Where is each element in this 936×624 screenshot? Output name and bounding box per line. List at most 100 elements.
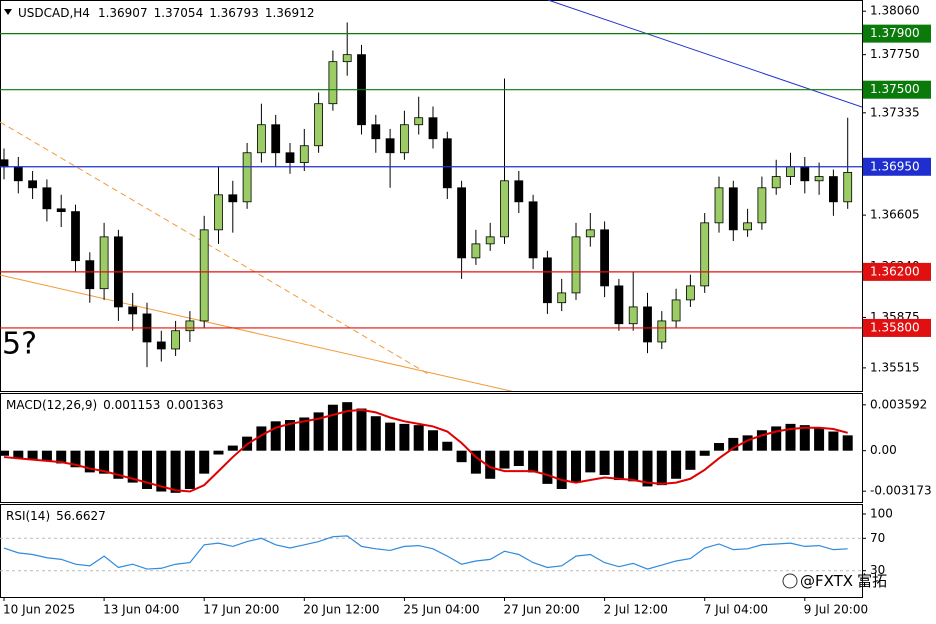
y-tick-label: 1.35515 xyxy=(870,360,920,374)
reading: 56.6627 xyxy=(56,509,106,523)
candle-body xyxy=(85,260,95,290)
candle-body xyxy=(13,166,23,182)
candle-body xyxy=(686,285,695,301)
reading: 0.001153 xyxy=(103,398,160,412)
histogram-bar xyxy=(585,450,596,473)
level-label: 1.37900 xyxy=(870,26,920,40)
candle-body xyxy=(528,201,538,259)
candle-body xyxy=(643,306,652,343)
candle-body xyxy=(600,229,609,287)
histogram-bar xyxy=(485,450,496,479)
candle-body xyxy=(457,187,467,259)
level-label: 1.35800 xyxy=(870,320,920,334)
level-box xyxy=(863,24,931,43)
histogram-bar xyxy=(113,450,124,479)
histogram-bar xyxy=(442,441,453,451)
histogram-bar xyxy=(356,408,367,451)
quote: 1.36907 xyxy=(98,6,148,20)
histogram-bar xyxy=(56,450,67,464)
indicator-name: RSI(14) xyxy=(6,509,50,523)
histogram-bar xyxy=(756,430,767,451)
y-tick-label: 30 xyxy=(870,563,885,577)
histogram-bar xyxy=(199,450,210,474)
level-box xyxy=(863,318,931,337)
histogram-bar xyxy=(84,450,95,473)
candle-body xyxy=(843,171,853,203)
price-plot xyxy=(0,22,853,368)
signal-line xyxy=(3,408,848,493)
histogram-bar xyxy=(70,450,81,468)
histogram-bar xyxy=(41,450,52,461)
histogram-bar xyxy=(156,450,167,492)
histogram-bar xyxy=(599,450,610,475)
candle-body xyxy=(485,236,495,245)
histogram-bar xyxy=(699,450,710,456)
histogram-bar xyxy=(170,450,181,493)
candle-body xyxy=(399,124,409,154)
histogram-bar xyxy=(814,427,825,451)
watermark-text: 富拓 xyxy=(857,572,887,590)
histogram-bar xyxy=(571,450,581,483)
quote: 1.36912 xyxy=(265,6,315,20)
candle-body xyxy=(829,176,838,203)
candle-body xyxy=(214,194,223,231)
x-tick-label: 27 Jun 20:00 xyxy=(504,603,580,617)
histogram-bar xyxy=(342,402,353,451)
candle-body xyxy=(299,145,309,163)
x-tick-label: 25 Jun 04:00 xyxy=(403,603,479,617)
candle-body xyxy=(728,187,738,231)
x-tick-label: 9 Jul 20:00 xyxy=(804,603,868,617)
histogram-bar xyxy=(456,450,467,463)
candle-body xyxy=(628,306,638,325)
y-tick-label: 0.00 xyxy=(870,443,897,457)
histogram-bar xyxy=(385,422,396,451)
quote: 1.37054 xyxy=(154,6,204,20)
candle-body xyxy=(71,211,80,262)
y-tick-label: 1.38060 xyxy=(870,4,920,18)
candle-body xyxy=(814,176,824,182)
header: USDCAD,H4 1.36907 1.37054 1.36793 1.36912 xyxy=(18,6,314,20)
y-tick-label: -0.003173 xyxy=(870,484,932,498)
level-label: 1.36950 xyxy=(870,159,920,173)
candle-body xyxy=(771,176,781,189)
candle-body xyxy=(371,124,381,140)
candle-body xyxy=(800,166,810,182)
histogram-bar xyxy=(313,412,324,451)
candle-body xyxy=(671,299,681,322)
histogram-bar xyxy=(828,431,839,451)
x-tick-label: 2 Jul 12:00 xyxy=(604,603,668,617)
histogram-bar xyxy=(256,426,267,451)
watermark-logo xyxy=(782,573,798,589)
candle-body xyxy=(757,187,767,224)
candle-body xyxy=(185,320,195,332)
menu-arrow[interactable] xyxy=(4,9,12,15)
histogram-bar xyxy=(413,425,424,451)
y-tick-label: 1.37750 xyxy=(870,47,920,61)
candle-body xyxy=(328,61,338,105)
rsi-panel xyxy=(0,504,863,598)
histogram-bar xyxy=(671,450,682,479)
trendline xyxy=(0,274,513,391)
macd-panel xyxy=(0,393,863,503)
watermark-text: @FXTX xyxy=(800,572,853,590)
overlay-text: 5? xyxy=(2,327,37,362)
candle-body xyxy=(786,166,795,177)
x-tick-label: 20 Jun 12:00 xyxy=(303,603,379,617)
candle-body xyxy=(714,187,724,224)
histogram-bar xyxy=(556,450,567,489)
histogram-bar xyxy=(785,423,796,451)
histogram-bar xyxy=(470,450,481,474)
histogram-bar xyxy=(0,450,9,456)
candle-body xyxy=(414,117,424,126)
candle-body xyxy=(171,330,181,350)
quote: 1.36793 xyxy=(209,6,259,20)
histogram-bar xyxy=(142,450,152,489)
candle-body xyxy=(657,320,667,343)
candle-body xyxy=(256,124,266,154)
candle-body xyxy=(56,208,66,213)
candle-body xyxy=(585,229,595,238)
candle-body xyxy=(543,257,552,304)
candle-body xyxy=(385,138,395,154)
symbol: USDCAD,H4 xyxy=(18,6,90,20)
